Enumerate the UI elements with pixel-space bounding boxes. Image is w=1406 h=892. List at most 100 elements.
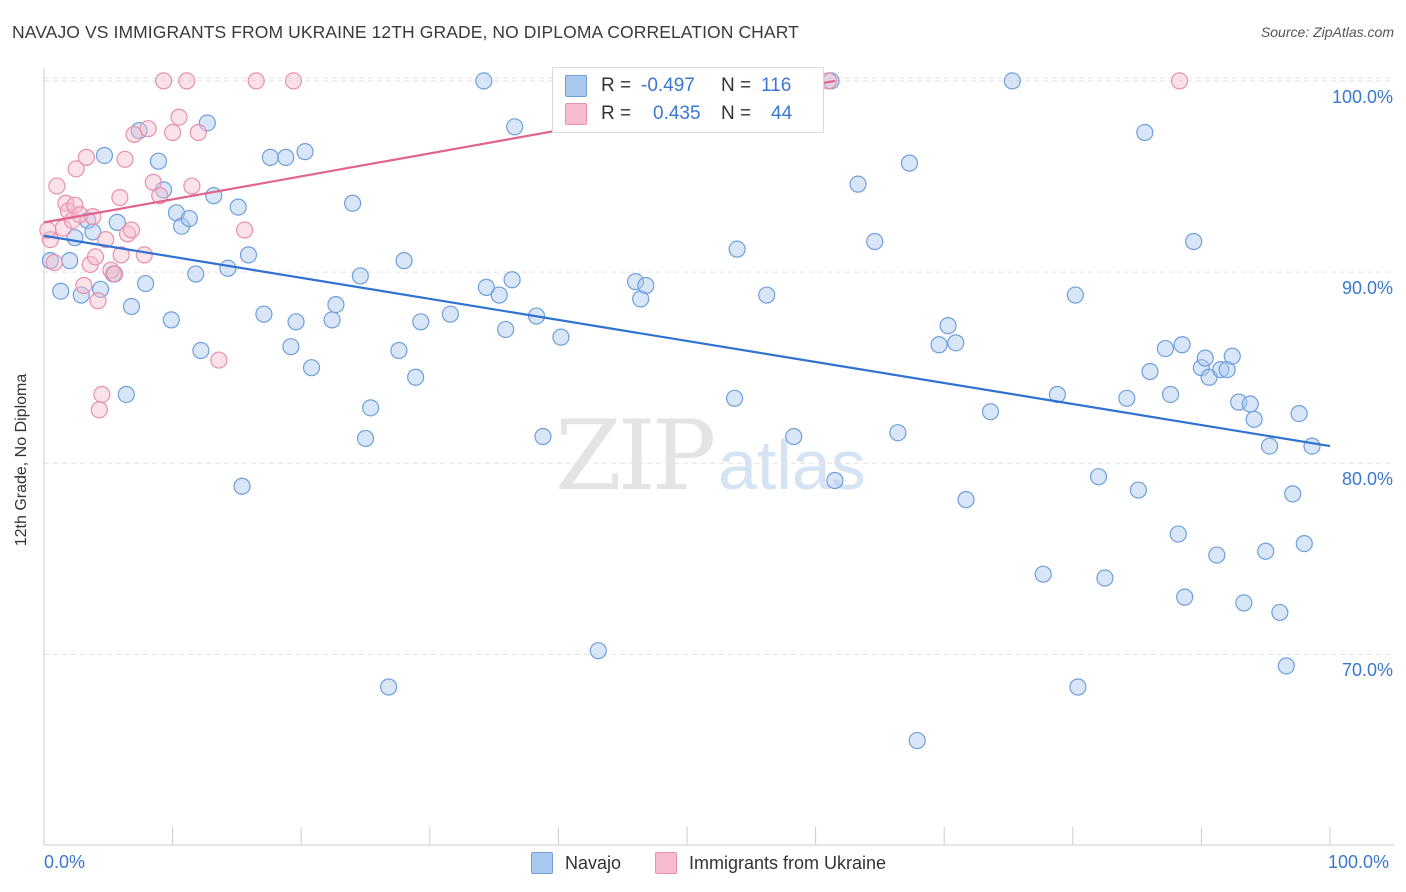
legend-item-ukraine[interactable]: Immigrants from Ukraine [655,852,886,874]
ukraine-point [66,196,84,214]
ukraine-point [111,188,129,207]
navajo-point [187,265,205,283]
navajo-point [1303,437,1321,455]
navajo-point [282,338,300,356]
y-tick-label-90: 90.0% [1341,278,1393,298]
chart-title: NAVAJO VS IMMIGRANTS FROM UKRAINE 12TH G… [12,22,799,42]
navajo-point [758,286,776,304]
ukraine-point [189,123,207,142]
navajo-point [61,252,79,270]
navajo-point [1260,437,1279,455]
ukraine-point [86,248,105,266]
y-tick-label-70: 70.0% [1341,660,1393,680]
series-legend: Navajo Immigrants from Ukraine [0,852,1406,878]
y-tick-label-80: 80.0% [1341,469,1393,489]
navajo-point [351,267,369,285]
navajo-point [785,427,803,446]
navajo-point [108,213,126,231]
ukraine-point [89,292,107,310]
source-label: Source: ZipAtlas.com [1260,24,1394,40]
navajo-point [219,259,237,277]
navajo-point [1176,588,1194,606]
navajo-point [552,328,570,346]
ukraine-point [183,177,201,195]
ukraine-point [135,246,153,264]
navajo-swatch [565,75,587,97]
navajo-point [1185,232,1203,251]
navajo-point [390,341,408,360]
navajo-point [277,148,295,166]
navajo-point [728,240,746,258]
navajo-point [534,427,552,446]
navajo-point [84,223,102,241]
navajo-point [323,311,341,329]
navajo-point [302,359,321,377]
navajo-point [72,286,90,304]
navajo-point [255,305,273,323]
navajo-point [380,678,398,696]
ukraine-point [236,221,254,239]
navajo-point [900,154,919,172]
legend-row-ukraine: R = 0.435 N = 44 [565,100,792,128]
navajo-point [957,491,975,509]
navajo-point [229,198,247,216]
ukraine-point [112,246,130,264]
navajo-point [1196,349,1214,367]
ukraine-legend-swatch [655,852,677,874]
navajo-point [477,278,495,296]
navajo-r-label: R = [601,75,632,96]
ukraine-point [116,150,134,168]
navajo-point [939,317,957,335]
navajo-point [1118,389,1136,407]
navajo-point [589,642,607,660]
navajo-point [122,297,141,316]
navajo-n-value: 116 [761,75,792,96]
navajo-point [287,313,305,331]
navajo-legend-swatch [531,852,553,874]
navajo-point [1129,481,1147,499]
y-axis-label: 12th Grade, No Diploma [13,373,30,547]
navajo-point [117,385,135,404]
navajo-point [1271,603,1289,622]
stats-legend: R = -0.497 N = 116 R = 0.435 N = 44 [552,67,824,133]
navajo-point [362,399,380,417]
navajo-point [407,368,425,386]
navajo-point [889,424,907,442]
navajo-point [1069,678,1087,696]
navajo-point [1161,385,1180,404]
navajo-legend-label: Navajo [565,852,622,873]
navajo-point [412,313,430,331]
ukraine-point [139,120,157,138]
ukraine-point [97,230,115,249]
ukraine-point [93,385,111,404]
navajo-point [162,311,180,329]
ukraine-point [77,148,96,166]
navajo-point [1235,594,1253,612]
ukraine-point [67,160,85,178]
navajo-point [490,286,508,304]
navajo-point [506,118,524,136]
navajo-r-value: -0.497 [641,75,695,96]
navajo-point [1169,525,1187,543]
ukraine-point [1170,72,1189,90]
navajo-point [1290,404,1308,423]
navajo-point [1277,657,1295,675]
ukraine-point [75,276,93,295]
legend-item-navajo[interactable]: Navajo [531,852,621,874]
navajo-point [1208,546,1226,564]
navajo-point [149,152,168,170]
ukraine-point [164,123,182,142]
navajo-point [95,146,114,165]
ukraine-point [284,72,303,90]
navajo-point [1173,336,1191,354]
ukraine-point [106,265,124,283]
navajo-point [981,403,1000,421]
navajo-point [908,731,926,750]
navajo-point [1212,361,1230,379]
navajo-trend-line [43,234,1331,448]
x-tick-label-min: 0.0% [44,852,86,872]
navajo-point [497,320,515,339]
navajo-point [1223,347,1241,365]
navajo-point [849,175,867,193]
navajo-point [1257,542,1275,560]
